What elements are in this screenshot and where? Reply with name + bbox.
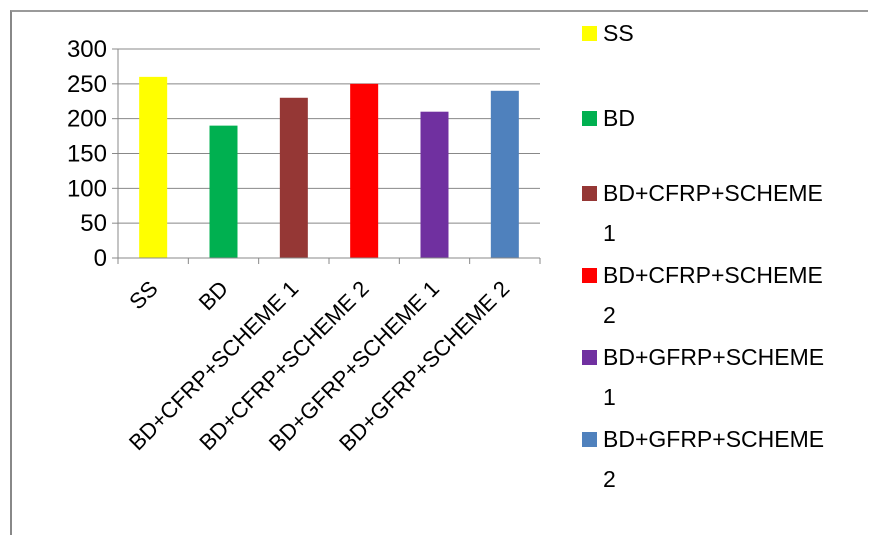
legend-swatch	[582, 26, 597, 41]
legend-label: BD+GFRP+SCHEME	[603, 426, 824, 452]
legend-label: BD+CFRP+SCHEME	[603, 180, 823, 206]
y-tick-labels: 0 50 100 150 200 250 300	[67, 36, 107, 272]
y-tick-label: 250	[67, 71, 107, 98]
bar	[490, 90, 519, 258]
x-category-label: BD	[194, 276, 233, 315]
legend-label-continued: 1	[603, 384, 616, 410]
y-tick-label: 0	[94, 245, 107, 272]
legend-label: SS	[603, 20, 634, 46]
y-tick-label: 300	[67, 36, 107, 63]
legend-label: BD+CFRP+SCHEME	[603, 262, 823, 288]
legend-label-continued: 1	[603, 220, 616, 246]
bars	[139, 76, 519, 259]
legend-swatch	[582, 111, 597, 126]
y-tick-label: 100	[67, 175, 107, 202]
bar	[350, 83, 379, 258]
legend-label-continued: 2	[603, 302, 616, 328]
legend-label-continued: 2	[603, 466, 616, 492]
x-category-label: SS	[124, 276, 162, 314]
legend-swatch	[582, 186, 597, 201]
legend-label: BD+GFRP+SCHEME	[603, 344, 824, 370]
bar	[279, 97, 308, 259]
y-tick-label: 50	[80, 210, 107, 237]
legend-label: BD	[603, 105, 635, 131]
gridlines	[118, 48, 540, 224]
y-tick-label: 150	[67, 141, 107, 168]
bar	[209, 125, 238, 258]
bar	[420, 111, 449, 258]
bar	[139, 76, 168, 258]
legend-swatch	[582, 268, 597, 283]
y-tick-label: 200	[67, 106, 107, 133]
axes	[112, 48, 541, 264]
legend: SS BD BD+CFRP+SCHEME 1 BD+CFRP+SCHEME 2 BD+GFR…	[582, 20, 824, 492]
legend-swatch	[582, 350, 597, 365]
legend-swatch	[582, 432, 597, 447]
